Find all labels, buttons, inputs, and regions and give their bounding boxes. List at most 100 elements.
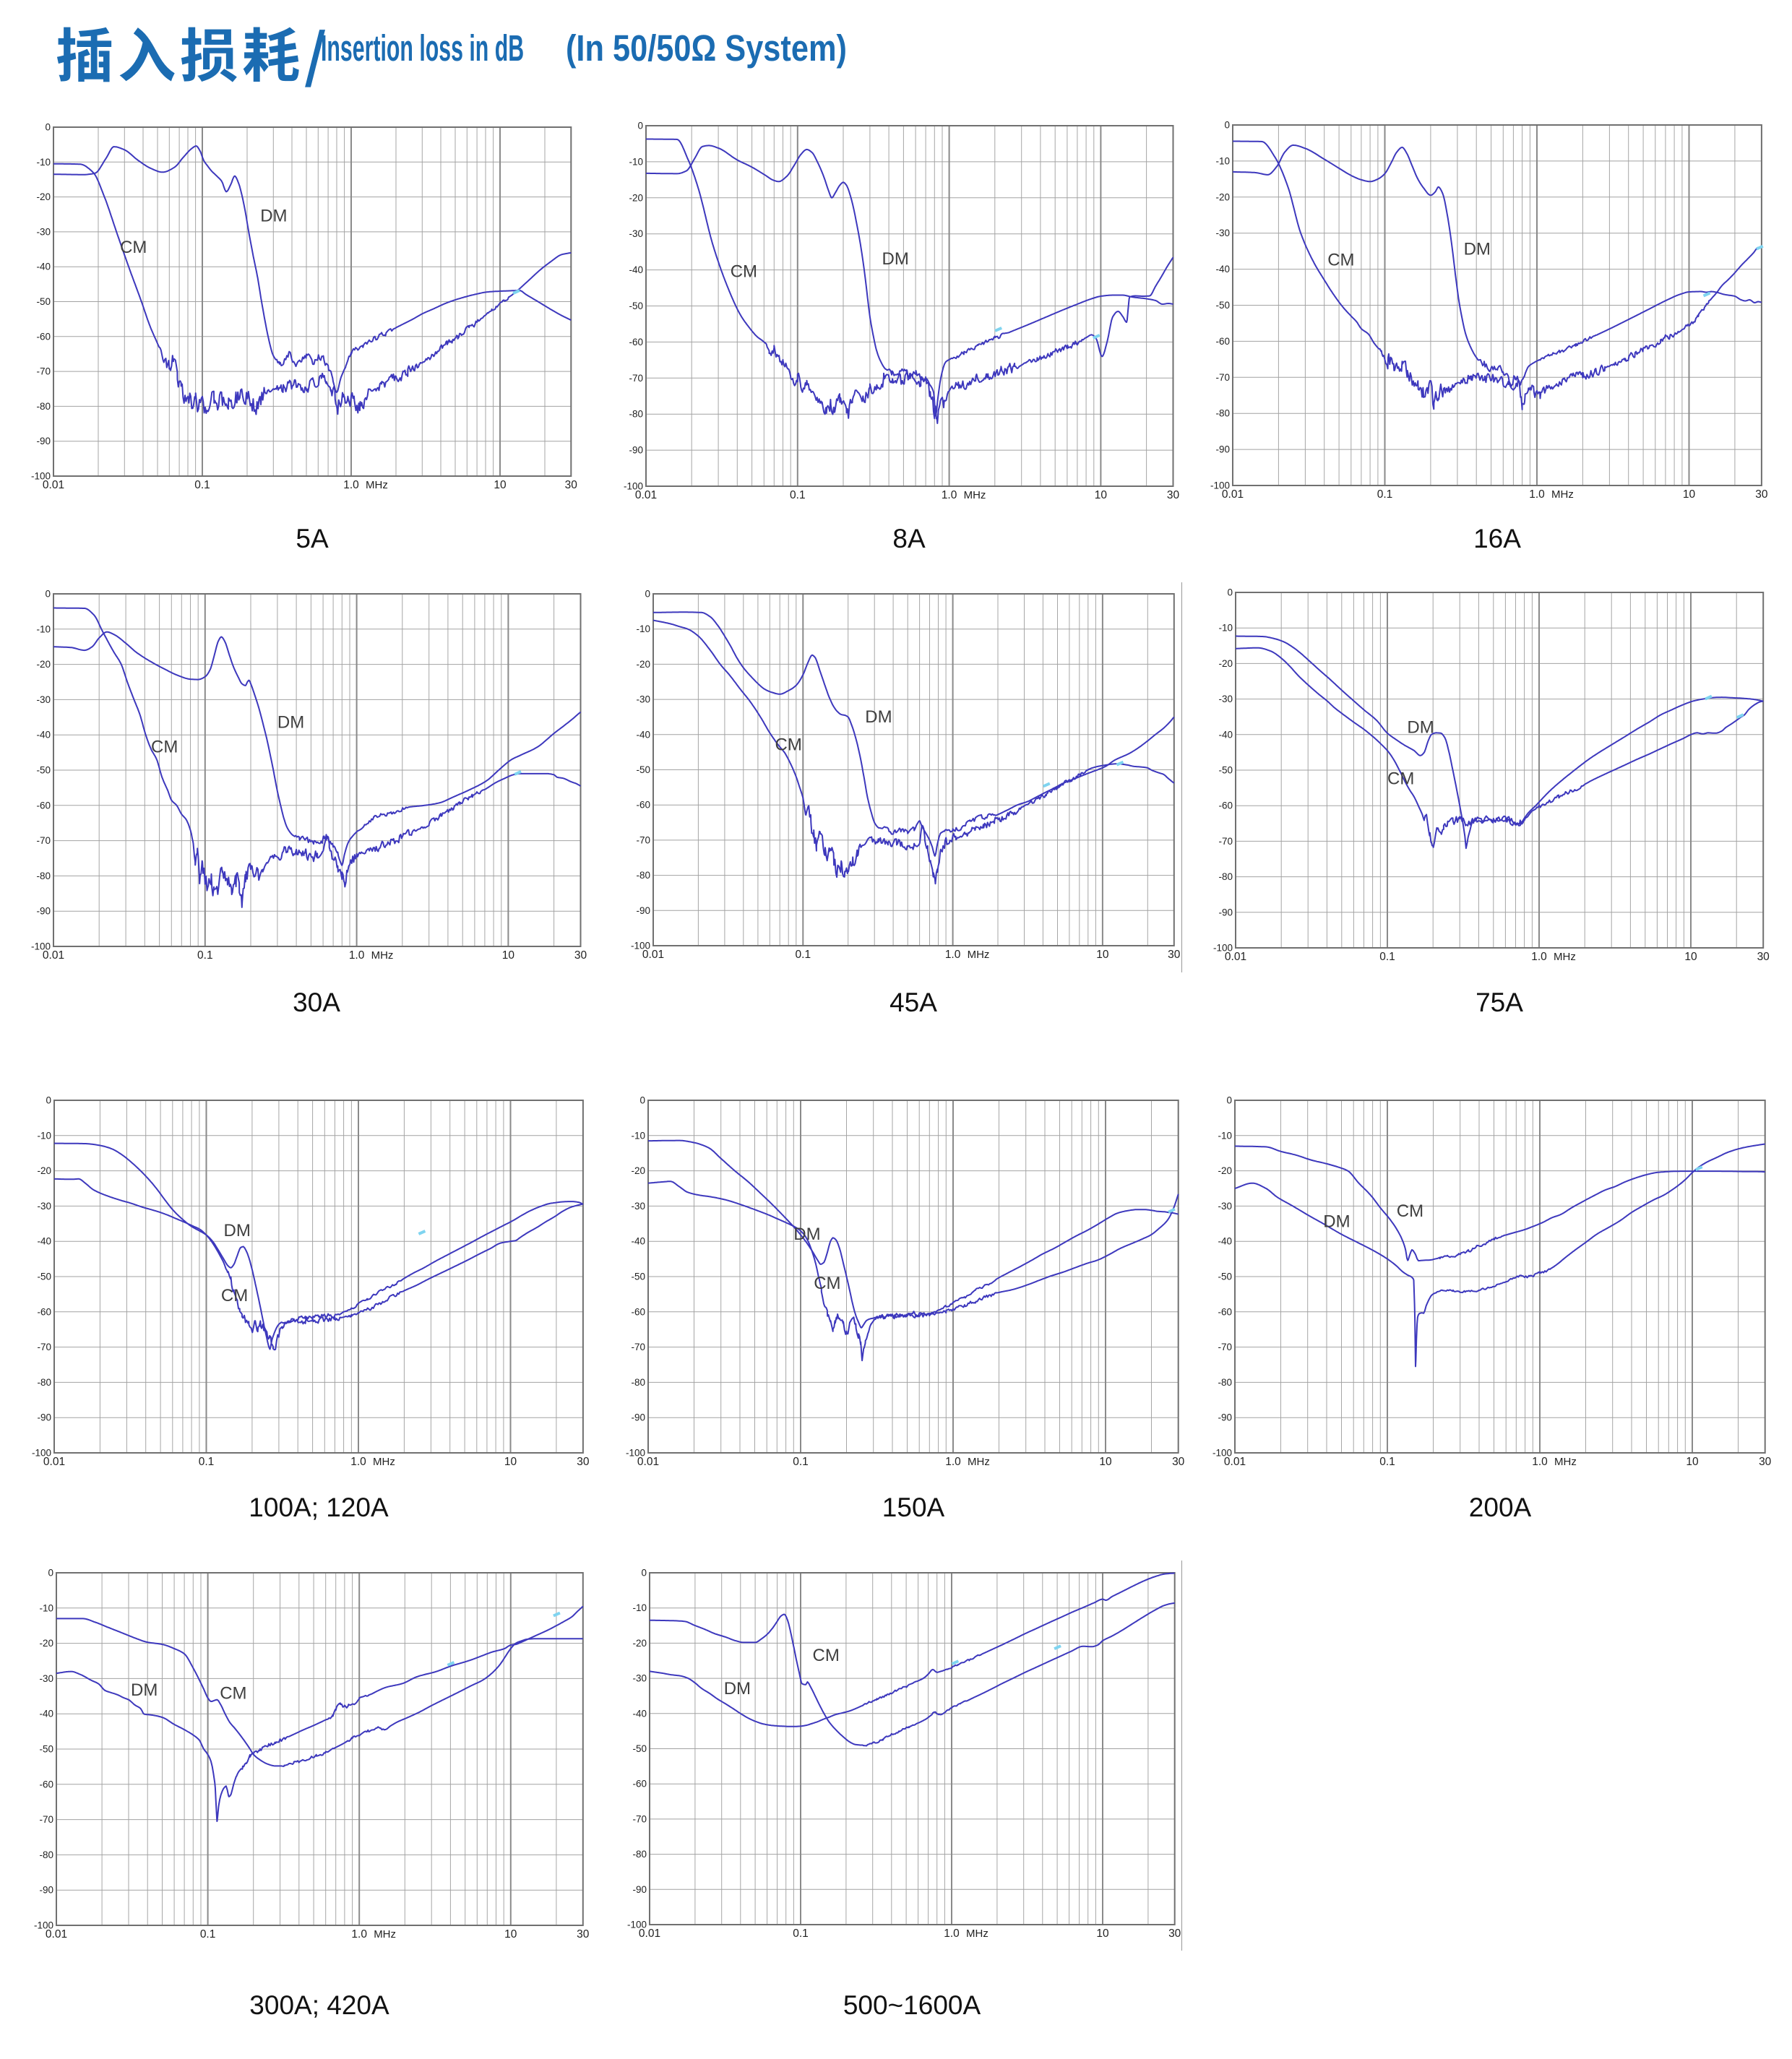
svg-text:MHz: MHz bbox=[968, 949, 990, 961]
svg-text:-60: -60 bbox=[1218, 800, 1233, 811]
svg-text:-70: -70 bbox=[1215, 372, 1230, 383]
svg-text:-60: -60 bbox=[37, 1306, 51, 1317]
svg-text:MHz: MHz bbox=[371, 949, 394, 962]
svg-text:DM: DM bbox=[260, 206, 287, 225]
svg-text:-40: -40 bbox=[1218, 729, 1233, 740]
svg-text:-70: -70 bbox=[1218, 1342, 1232, 1352]
svg-text:0.1: 0.1 bbox=[793, 1928, 809, 1940]
svg-text:0: 0 bbox=[45, 589, 51, 600]
svg-text:-50: -50 bbox=[37, 1272, 51, 1282]
svg-text:-30: -30 bbox=[1218, 694, 1233, 704]
svg-text:0.1: 0.1 bbox=[1379, 1456, 1395, 1468]
svg-text:-60: -60 bbox=[629, 337, 643, 348]
svg-text:-40: -40 bbox=[631, 1236, 645, 1247]
svg-text:MHz: MHz bbox=[964, 489, 986, 501]
svg-text:30: 30 bbox=[1168, 949, 1181, 961]
svg-text:-40: -40 bbox=[36, 730, 51, 741]
svg-text:30: 30 bbox=[1757, 951, 1770, 963]
svg-text:0.01: 0.01 bbox=[1225, 951, 1246, 963]
svg-text:1.0: 1.0 bbox=[945, 1456, 961, 1468]
svg-text:DM: DM bbox=[224, 1221, 251, 1240]
svg-text:-100: -100 bbox=[1210, 480, 1230, 491]
svg-text:DM: DM bbox=[1323, 1212, 1350, 1232]
svg-text:CM: CM bbox=[1387, 769, 1414, 789]
svg-text:30: 30 bbox=[1759, 1456, 1772, 1468]
svg-text:MHz: MHz bbox=[968, 1456, 990, 1468]
svg-text:DM: DM bbox=[1464, 240, 1491, 259]
svg-text:-20: -20 bbox=[632, 1638, 647, 1649]
svg-text:-50: -50 bbox=[632, 1743, 647, 1754]
svg-text:-10: -10 bbox=[629, 156, 643, 167]
svg-text:-20: -20 bbox=[36, 191, 51, 202]
svg-text:-40: -40 bbox=[629, 264, 643, 275]
svg-text:-40: -40 bbox=[636, 729, 650, 740]
svg-text:-80: -80 bbox=[631, 1377, 645, 1388]
svg-text:-40: -40 bbox=[36, 262, 51, 272]
svg-text:-20: -20 bbox=[1218, 658, 1233, 669]
svg-text:-40: -40 bbox=[39, 1709, 53, 1719]
svg-text:-50: -50 bbox=[39, 1744, 53, 1755]
svg-text:-80: -80 bbox=[36, 871, 51, 881]
svg-text:10: 10 bbox=[504, 1928, 517, 1941]
svg-text:-90: -90 bbox=[629, 445, 643, 456]
svg-text:CM: CM bbox=[1327, 251, 1354, 270]
svg-text:-20: -20 bbox=[36, 659, 51, 670]
svg-text:0.1: 0.1 bbox=[793, 1456, 809, 1468]
svg-text:-80: -80 bbox=[1218, 1377, 1232, 1388]
svg-text:-50: -50 bbox=[1218, 1272, 1232, 1282]
svg-text:-80: -80 bbox=[36, 401, 51, 412]
svg-text:-100: -100 bbox=[31, 471, 51, 482]
svg-text:-10: -10 bbox=[1218, 623, 1233, 634]
svg-text:-30: -30 bbox=[39, 1673, 53, 1684]
svg-text:DM: DM bbox=[277, 712, 304, 732]
svg-text:0.01: 0.01 bbox=[43, 1456, 65, 1468]
svg-text:0: 0 bbox=[46, 1095, 51, 1106]
svg-text:-100: -100 bbox=[1212, 1448, 1232, 1459]
svg-text:-70: -70 bbox=[636, 834, 650, 845]
svg-text:-90: -90 bbox=[1215, 444, 1230, 455]
svg-text:-100: -100 bbox=[627, 1920, 647, 1930]
svg-text:0.01: 0.01 bbox=[642, 949, 664, 961]
svg-text:30: 30 bbox=[1172, 1456, 1185, 1468]
svg-text:0: 0 bbox=[641, 1568, 647, 1579]
svg-text:-10: -10 bbox=[36, 157, 51, 168]
svg-text:MHz: MHz bbox=[366, 479, 388, 491]
svg-text:-50: -50 bbox=[1215, 300, 1230, 311]
svg-text:-50: -50 bbox=[36, 765, 51, 776]
svg-text:30: 30 bbox=[577, 1456, 590, 1468]
svg-text:-50: -50 bbox=[1218, 765, 1233, 776]
svg-text:-70: -70 bbox=[631, 1342, 645, 1352]
svg-text:CM: CM bbox=[731, 262, 757, 282]
svg-text:-60: -60 bbox=[631, 1306, 645, 1317]
svg-text:10: 10 bbox=[494, 479, 507, 491]
svg-text:-10: -10 bbox=[632, 1602, 647, 1613]
svg-text:10: 10 bbox=[502, 949, 515, 962]
svg-text:-20: -20 bbox=[1218, 1165, 1232, 1176]
svg-text:10: 10 bbox=[1686, 1456, 1699, 1468]
svg-text:-40: -40 bbox=[37, 1236, 51, 1247]
svg-text:-30: -30 bbox=[37, 1201, 51, 1212]
svg-text:-100: -100 bbox=[1213, 943, 1233, 954]
svg-text:MHz: MHz bbox=[373, 1456, 395, 1468]
svg-text:DM: DM bbox=[793, 1225, 820, 1244]
svg-text:CM: CM bbox=[775, 735, 802, 755]
svg-text:-100: -100 bbox=[626, 1448, 645, 1459]
svg-text:DM: DM bbox=[724, 1679, 751, 1698]
svg-text:0: 0 bbox=[639, 1095, 645, 1106]
svg-text:0.1: 0.1 bbox=[1379, 951, 1395, 963]
svg-text:-100: -100 bbox=[31, 941, 51, 952]
svg-text:0.01: 0.01 bbox=[43, 479, 64, 491]
svg-text:-20: -20 bbox=[1215, 191, 1230, 202]
svg-text:-60: -60 bbox=[36, 800, 51, 811]
svg-text:MHz: MHz bbox=[1554, 1456, 1577, 1468]
svg-text:10: 10 bbox=[1096, 1928, 1109, 1940]
svg-text:-100: -100 bbox=[34, 1920, 53, 1931]
svg-text:-80: -80 bbox=[636, 870, 650, 881]
svg-text:-20: -20 bbox=[636, 659, 650, 670]
svg-text:-80: -80 bbox=[39, 1849, 53, 1860]
svg-text:-80: -80 bbox=[632, 1849, 647, 1860]
svg-text:10: 10 bbox=[1683, 488, 1696, 501]
svg-text:CM: CM bbox=[813, 1646, 840, 1665]
svg-text:1.0: 1.0 bbox=[1529, 488, 1545, 501]
svg-text:30: 30 bbox=[574, 949, 587, 962]
